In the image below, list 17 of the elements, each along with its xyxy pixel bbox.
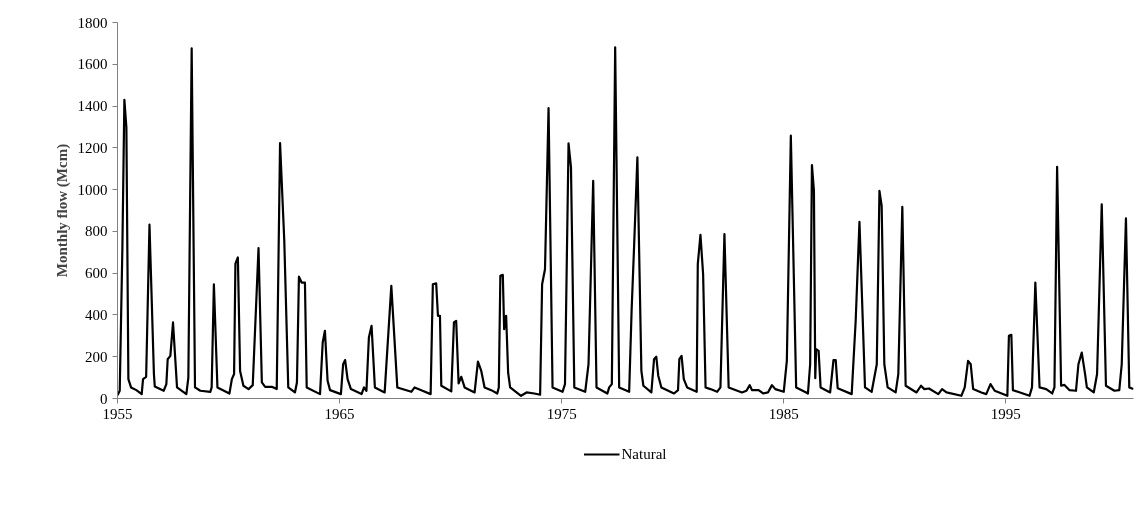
x-tick-label: 1975 <box>546 405 577 422</box>
y-tick-label: 1600 <box>77 56 108 73</box>
y-axis-title: Monthly flow (Mcm) <box>53 143 71 278</box>
y-tick-label: 600 <box>85 265 108 282</box>
y-tick-label: 200 <box>85 348 108 365</box>
y-tick-label: 1800 <box>77 14 108 31</box>
legend-label: Natural <box>621 445 667 463</box>
x-tick-label: 1955 <box>102 405 133 422</box>
x-tick-label: 1995 <box>990 405 1021 422</box>
y-tick-label: 400 <box>85 306 108 323</box>
y-tick-label: 1200 <box>77 139 108 156</box>
x-tick-label: 1985 <box>768 405 799 422</box>
x-tick-label: 1965 <box>324 405 355 422</box>
y-tick-label: 1400 <box>77 98 108 115</box>
y-tick-label: 0 <box>100 390 108 407</box>
y-tick-label: 1000 <box>77 181 108 198</box>
y-tick-label: 800 <box>85 223 108 240</box>
